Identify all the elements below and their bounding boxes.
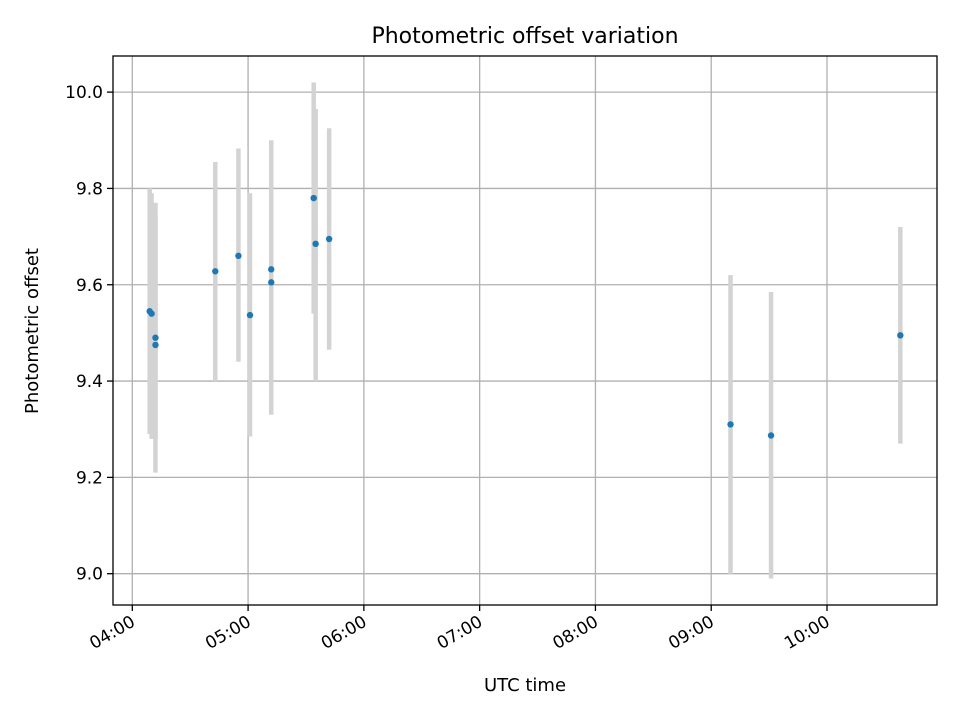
data-point <box>148 310 155 317</box>
data-point <box>312 240 319 248</box>
data-point <box>152 341 159 349</box>
plot-frame <box>112 55 938 606</box>
data-point <box>246 311 254 319</box>
data-point <box>325 235 333 243</box>
y-tick-label: 9.6 <box>76 276 103 296</box>
y-tick-label: 9.2 <box>76 468 103 488</box>
y-tick-label: 10.0 <box>65 83 103 103</box>
data-point <box>767 432 775 439</box>
data-point <box>152 334 159 341</box>
chart-title: Photometric offset variation <box>371 24 678 49</box>
y-tick-label: 9.0 <box>76 565 103 585</box>
data-point <box>268 279 275 286</box>
data-point <box>310 194 317 202</box>
data-point <box>268 266 275 273</box>
data-point <box>235 252 242 260</box>
data-point <box>897 332 904 339</box>
data-point <box>727 421 734 428</box>
data-points <box>146 194 904 439</box>
x-axis-label: UTC time <box>484 675 566 696</box>
y-tick-label: 9.8 <box>76 179 103 199</box>
data-point <box>212 268 219 275</box>
y-tick-label: 9.4 <box>76 372 103 392</box>
y-axis-label: Photometric offset <box>22 248 43 414</box>
